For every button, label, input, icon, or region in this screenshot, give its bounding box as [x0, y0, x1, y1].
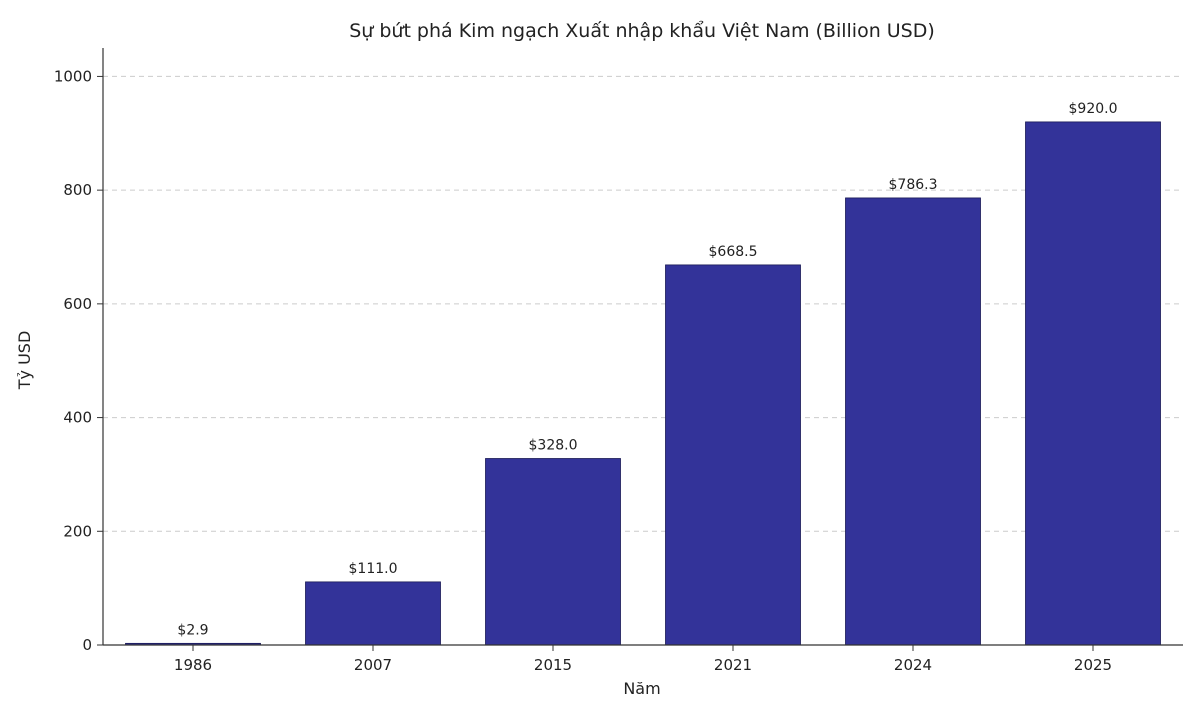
data-label: $328.0: [529, 438, 578, 454]
bar-2024: [845, 197, 981, 646]
axes: [97, 48, 1183, 651]
y-tick-label: 200: [63, 522, 92, 540]
x-tick-label: 2021: [714, 656, 752, 674]
bar-2021: [665, 264, 801, 646]
y-tick-label: 0: [82, 636, 92, 654]
data-label: $920.0: [1069, 101, 1118, 117]
data-label: $786.3: [889, 177, 938, 193]
x-axis-title: Năm: [623, 679, 660, 698]
x-tick-label: 2007: [354, 656, 392, 674]
x-tick-label: 2015: [534, 656, 572, 674]
bar-2025: [1025, 121, 1161, 646]
labels: 0 200 400 600 800 1000 1986 $2.9 2007 $111.0 2015 $…: [54, 67, 1118, 674]
y-axis-title: Tỷ USD: [15, 331, 34, 391]
y-tick-label: 800: [63, 181, 92, 199]
y-tick-label: 600: [63, 295, 92, 313]
gridlines: [103, 75, 1183, 532]
x-tick-label: 2025: [1074, 656, 1112, 674]
data-label: $111.0: [349, 561, 398, 577]
x-tick-label: 1986: [174, 656, 212, 674]
bar-2007: [305, 581, 441, 646]
x-tick-label: 2024: [894, 656, 932, 674]
data-label: $2.9: [177, 622, 208, 638]
bars: [125, 121, 1161, 646]
y-tick-label: 1000: [54, 67, 92, 85]
bar-2015: [485, 458, 621, 646]
chart-title: Sự bứt phá Kim ngạch Xuất nhập khẩu Việt…: [349, 20, 935, 42]
y-tick-label: 400: [63, 409, 92, 427]
data-label: $668.5: [709, 244, 758, 260]
